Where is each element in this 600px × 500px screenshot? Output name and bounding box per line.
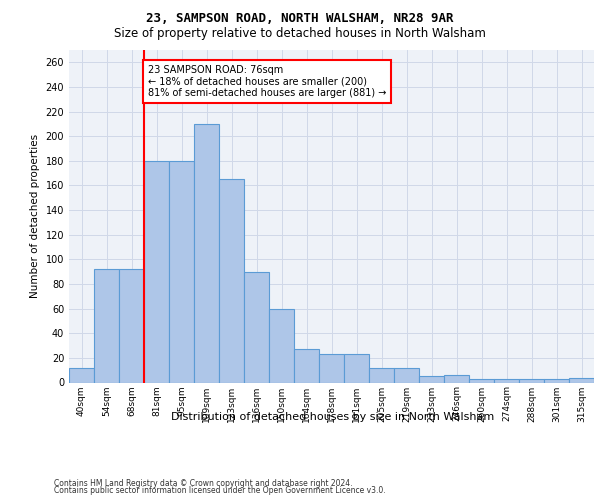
Bar: [69, 368, 94, 382]
Bar: [294, 349, 319, 382]
Bar: [94, 269, 119, 382]
Text: 23, SAMPSON ROAD, NORTH WALSHAM, NR28 9AR: 23, SAMPSON ROAD, NORTH WALSHAM, NR28 9A…: [146, 12, 454, 26]
Bar: [269, 308, 294, 382]
Text: Contains HM Land Registry data © Crown copyright and database right 2024.: Contains HM Land Registry data © Crown c…: [54, 478, 353, 488]
Bar: [144, 161, 169, 382]
Bar: [319, 354, 344, 382]
Bar: [569, 378, 594, 382]
Text: Size of property relative to detached houses in North Walsham: Size of property relative to detached ho…: [114, 28, 486, 40]
Text: Distribution of detached houses by size in North Walsham: Distribution of detached houses by size …: [172, 412, 494, 422]
Bar: [369, 368, 394, 382]
Bar: [194, 124, 219, 382]
Text: 23 SAMPSON ROAD: 76sqm
← 18% of detached houses are smaller (200)
81% of semi-de: 23 SAMPSON ROAD: 76sqm ← 18% of detached…: [148, 65, 386, 98]
Bar: [444, 375, 469, 382]
Bar: [544, 379, 569, 382]
Bar: [394, 368, 419, 382]
Y-axis label: Number of detached properties: Number of detached properties: [30, 134, 40, 298]
Bar: [519, 379, 544, 382]
Bar: [219, 180, 244, 382]
Bar: [494, 379, 519, 382]
Text: Contains public sector information licensed under the Open Government Licence v3: Contains public sector information licen…: [54, 486, 386, 495]
Bar: [344, 354, 369, 382]
Bar: [169, 161, 194, 382]
Bar: [419, 376, 444, 382]
Bar: [119, 269, 144, 382]
Bar: [469, 379, 494, 382]
Bar: [244, 272, 269, 382]
